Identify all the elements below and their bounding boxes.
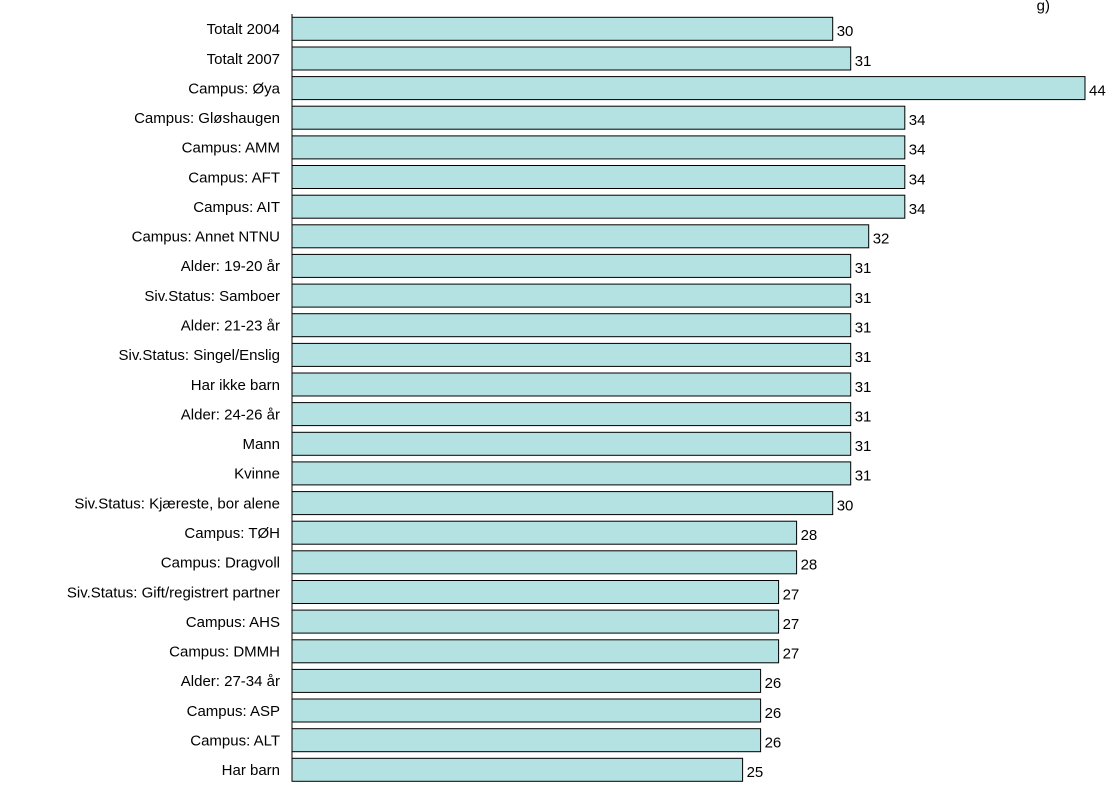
- value-label: 31: [855, 349, 872, 366]
- value-label: 31: [855, 290, 872, 307]
- value-label: 26: [765, 675, 782, 692]
- bar: [291, 165, 906, 189]
- category-label: Campus: Dragvoll: [161, 555, 280, 572]
- value-label: 26: [765, 705, 782, 722]
- category-label: Campus: TØH: [184, 525, 280, 542]
- value-label: 34: [909, 142, 926, 159]
- bar: [291, 491, 834, 516]
- value-label: 30: [837, 497, 854, 514]
- category-labels-group: Totalt 2004 Totalt 2007 Campus: Øya Campus:…: [67, 21, 281, 779]
- bar: [291, 757, 744, 782]
- value-label: 28: [801, 557, 818, 574]
- bar: [291, 16, 834, 41]
- category-label: Totalt 2007: [207, 51, 280, 68]
- value-label: 44: [1089, 82, 1106, 99]
- category-label: Alder: 27-34 år: [181, 673, 280, 690]
- chart-title-fragment: g): [1037, 0, 1050, 14]
- category-label: Totalt 2004: [207, 21, 280, 38]
- value-label: 34: [909, 201, 926, 218]
- category-label: Alder: 21-23 år: [181, 317, 280, 334]
- value-label: 28: [801, 527, 818, 544]
- category-label: Campus: AMM: [182, 140, 280, 157]
- value-label: 31: [855, 319, 872, 336]
- bar: [291, 194, 906, 219]
- bars-group: [291, 16, 1086, 782]
- category-label: Siv.Status: Samboer: [144, 288, 280, 305]
- value-label: 31: [855, 260, 872, 277]
- value-label: 31: [855, 53, 872, 70]
- value-label: 26: [765, 734, 782, 751]
- bar: [291, 135, 906, 160]
- bar: [291, 105, 906, 130]
- value-label: 27: [783, 586, 800, 603]
- value-label: 25: [747, 764, 764, 781]
- value-label: 32: [873, 231, 890, 248]
- category-label: Alder: 24-26 år: [181, 406, 280, 423]
- bar: [291, 402, 852, 427]
- bar: [291, 668, 762, 693]
- category-label: Siv.Status: Singel/Enslig: [119, 347, 280, 364]
- value-label: 34: [909, 171, 926, 188]
- bar: [291, 580, 780, 604]
- category-label: Campus: AHS: [186, 614, 280, 631]
- bar: [291, 372, 852, 397]
- bar: [291, 342, 852, 367]
- value-label: 27: [783, 646, 800, 663]
- value-label: 31: [855, 438, 872, 455]
- value-label: 31: [855, 408, 872, 425]
- category-label: Har ikke barn: [191, 377, 280, 394]
- bar: [291, 461, 852, 486]
- category-label: Campus: AIT: [193, 199, 280, 216]
- bar: [291, 224, 870, 249]
- category-label: Campus: ALT: [190, 732, 280, 749]
- category-label: Campus: Øya: [188, 80, 280, 97]
- value-label: 34: [909, 112, 926, 129]
- bar: [291, 520, 798, 545]
- category-label: Campus: AFT: [188, 169, 280, 186]
- value-label: 27: [783, 616, 800, 633]
- category-label: Siv.Status: Kjæreste, bor alene: [74, 495, 280, 512]
- bar: [291, 313, 852, 338]
- category-label: Campus: Annet NTNU: [132, 229, 280, 246]
- bar: [291, 550, 798, 575]
- category-label: Alder: 19-20 år: [181, 258, 280, 275]
- value-label: 31: [855, 468, 872, 485]
- value-label: 30: [837, 23, 854, 40]
- category-label: Campus: ASP: [187, 703, 280, 720]
- value-labels-group: 3031443434343432313131313131313130282827…: [747, 23, 1106, 781]
- category-label: Mann: [242, 436, 280, 453]
- bar: [291, 283, 852, 308]
- bar: [291, 639, 780, 664]
- bar: [291, 431, 852, 456]
- category-label: Siv.Status: Gift/registrert partner: [67, 584, 280, 601]
- bar: [291, 46, 852, 71]
- bar: [291, 609, 780, 634]
- bar: [291, 698, 762, 723]
- bar: [291, 76, 1086, 101]
- category-label: Har barn: [222, 762, 280, 779]
- value-label: 31: [855, 379, 872, 396]
- category-label: Campus: Gløshaugen: [134, 110, 280, 127]
- bar: [291, 728, 762, 753]
- category-label: Campus: DMMH: [169, 644, 280, 661]
- category-label: Kvinne: [234, 466, 280, 483]
- bar: [291, 253, 852, 278]
